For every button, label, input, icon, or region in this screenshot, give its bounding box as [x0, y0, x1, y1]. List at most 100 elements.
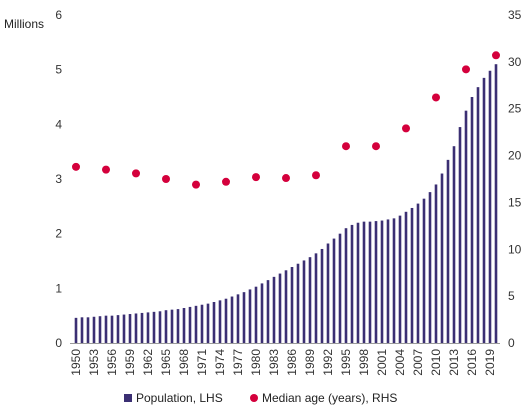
x-tick-label: 1995 [339, 349, 353, 376]
left-tick-label: 0 [55, 336, 62, 350]
x-tick-label: 1962 [141, 349, 155, 376]
x-tick-label: 1977 [231, 349, 245, 376]
x-tick-label: 1983 [267, 349, 281, 376]
right-tick-label: 35 [508, 8, 522, 22]
x-tick-label: 1959 [123, 349, 137, 376]
median-age-dots [72, 51, 500, 189]
median-age-point [432, 93, 440, 102]
population-bar [332, 238, 336, 343]
population-bar [80, 317, 84, 343]
population-bar [278, 273, 282, 343]
population-bar [326, 243, 330, 343]
right-tick-label: 15 [508, 195, 522, 209]
population-bar [116, 315, 120, 343]
population-bar [260, 283, 264, 343]
right-tick-label: 5 [508, 289, 515, 303]
population-bar [368, 221, 372, 343]
x-tick-label: 2019 [483, 349, 497, 376]
median-age-point [342, 142, 350, 151]
population-bar [422, 198, 426, 343]
median-age-point [192, 180, 200, 189]
left-tick-label: 4 [55, 117, 62, 131]
population-bar [176, 309, 180, 343]
right-tick-label: 0 [508, 336, 515, 350]
population-bar [92, 316, 96, 343]
population-bar [452, 146, 456, 343]
population-bar [74, 317, 78, 343]
median-age-point [312, 171, 320, 180]
population-bar [494, 64, 498, 343]
x-tick-label: 1989 [303, 349, 317, 376]
population-bar [392, 218, 396, 343]
population-bar [134, 313, 138, 343]
right-tick-label: 10 [508, 242, 522, 256]
left-axis: 0 1 2 3 4 5 6 [55, 8, 62, 350]
x-tick-label: 1953 [87, 349, 101, 376]
x-tick-label: 1998 [357, 349, 371, 376]
population-bars [74, 64, 498, 344]
x-tick-label: 2016 [465, 349, 479, 376]
left-axis-unit-label: Millions [4, 17, 44, 31]
population-bar [200, 304, 204, 343]
population-bar [428, 192, 432, 343]
population-bar [230, 296, 234, 343]
population-bar [458, 127, 462, 343]
population-bar [224, 298, 228, 343]
population-bar [188, 306, 192, 343]
left-tick-label: 3 [55, 172, 62, 186]
population-bar [266, 280, 270, 343]
legend-population-label: Population, LHS [136, 391, 223, 405]
population-bar [488, 70, 492, 343]
population-bar [314, 253, 318, 343]
left-tick-label: 1 [55, 281, 62, 295]
population-bar [122, 314, 126, 343]
population-bar [302, 260, 306, 343]
population-bar [236, 294, 240, 343]
population-bar [344, 228, 348, 343]
population-bar [350, 224, 354, 343]
x-tick-label: 1971 [195, 349, 209, 376]
population-bar [254, 286, 258, 343]
population-bar [320, 248, 324, 343]
x-tick-label: 1956 [105, 349, 119, 376]
x-tick-label: 1965 [159, 349, 173, 376]
population-bar [146, 312, 150, 343]
population-bar [476, 87, 480, 343]
population-bar [242, 292, 246, 343]
x-tick-label: 2007 [411, 349, 425, 376]
median-age-point [402, 124, 410, 133]
population-bar [482, 77, 486, 344]
population-bar [194, 305, 198, 343]
left-tick-label: 6 [55, 8, 62, 22]
population-bar [104, 315, 108, 343]
population-bar [98, 316, 102, 343]
population-bar [362, 221, 366, 343]
population-bar [296, 263, 300, 343]
x-tick-label: 1974 [213, 349, 227, 376]
legend-median-age-swatch [250, 394, 258, 402]
right-axis: 0 5 10 15 20 25 30 35 [508, 8, 522, 350]
population-bar [470, 97, 474, 343]
population-bar [86, 317, 90, 343]
right-tick-label: 30 [508, 55, 522, 69]
population-bar [338, 233, 342, 343]
population-bar [290, 267, 294, 343]
population-bar [446, 159, 450, 343]
left-tick-label: 2 [55, 227, 62, 241]
median-age-point [282, 174, 290, 183]
right-tick-label: 25 [508, 102, 522, 116]
population-bar [284, 270, 288, 343]
population-bar [410, 207, 414, 343]
population-bar [140, 312, 144, 343]
median-age-point [252, 173, 260, 182]
population-bar [308, 257, 312, 343]
x-tick-label: 1980 [249, 349, 263, 376]
x-tick-label: 2001 [375, 349, 389, 376]
median-age-point [372, 142, 380, 151]
population-bar [182, 308, 186, 343]
population-bar [206, 303, 210, 343]
median-age-point [462, 65, 470, 74]
x-tick-label: 2010 [429, 349, 443, 376]
